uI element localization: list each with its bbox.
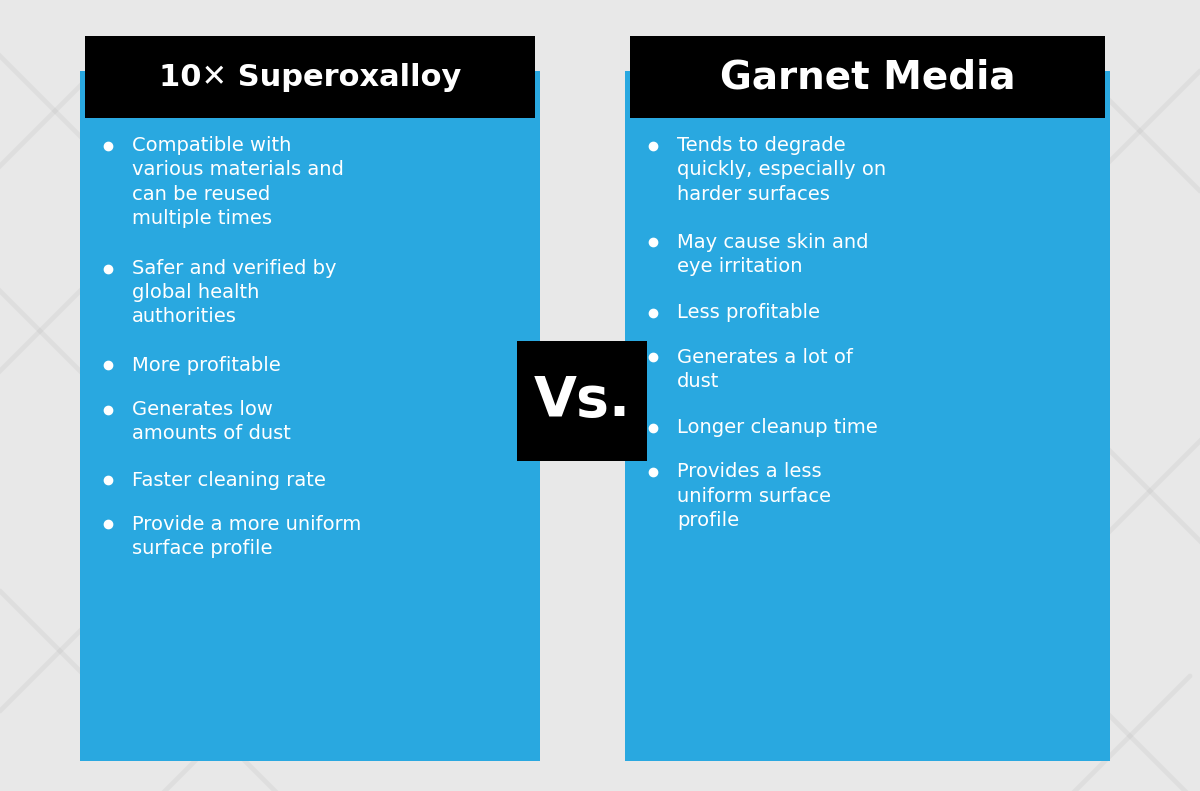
Text: Compatible with
various materials and
can be reused
multiple times: Compatible with various materials and ca… [132,136,344,228]
Text: Vs.: Vs. [534,374,631,428]
FancyBboxPatch shape [630,36,1105,118]
Text: Generates a lot of
dust: Generates a lot of dust [677,347,853,391]
Text: Generates low
amounts of dust: Generates low amounts of dust [132,400,290,443]
Text: 10✕ Superoxalloy: 10✕ Superoxalloy [158,62,461,92]
Text: Less profitable: Less profitable [677,303,820,322]
Text: Longer cleanup time: Longer cleanup time [677,418,877,437]
FancyBboxPatch shape [517,341,648,461]
FancyBboxPatch shape [540,71,625,761]
Text: Faster cleaning rate: Faster cleaning rate [132,471,326,490]
FancyBboxPatch shape [85,36,535,118]
FancyBboxPatch shape [625,71,1110,761]
Text: Tends to degrade
quickly, especially on
harder surfaces: Tends to degrade quickly, especially on … [677,136,886,203]
Text: More profitable: More profitable [132,356,281,375]
Text: Provides a less
uniform surface
profile: Provides a less uniform surface profile [677,462,830,530]
FancyBboxPatch shape [80,71,540,761]
Text: Safer and verified by
global health
authorities: Safer and verified by global health auth… [132,259,336,327]
Text: Garnet Media: Garnet Media [720,58,1015,96]
Text: May cause skin and
eye irritation: May cause skin and eye irritation [677,233,869,276]
Text: Provide a more uniform
surface profile: Provide a more uniform surface profile [132,515,361,558]
